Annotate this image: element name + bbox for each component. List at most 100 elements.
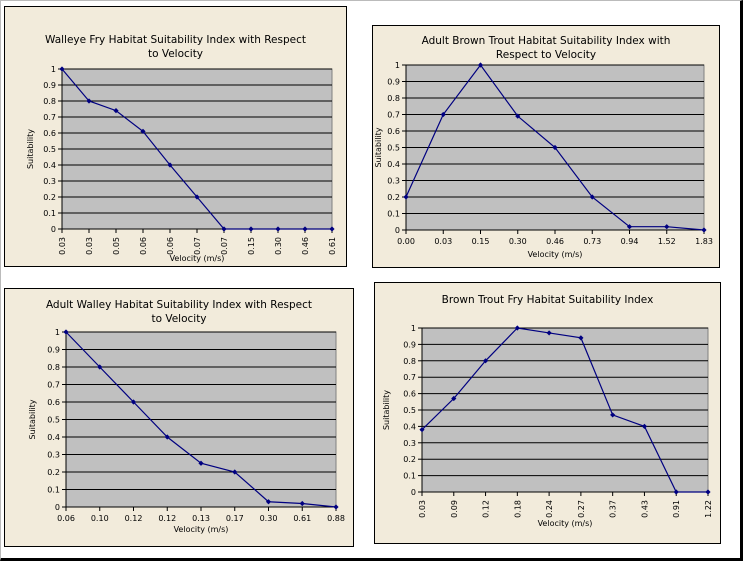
y-tick-label: 0.9 [403, 340, 416, 349]
y-tick-label: 1 [411, 324, 416, 333]
y-tick-label: 0.6 [387, 127, 400, 136]
data-point [419, 427, 425, 433]
x-tick-label: 0.00 [397, 237, 415, 246]
y-tick-label: 0.1 [403, 472, 416, 481]
x-tick-label: 0.73 [583, 237, 601, 246]
x-tick-label: 0.46 [546, 237, 564, 246]
x-tick-label: 0.12 [482, 500, 491, 518]
x-tick-label: 0.18 [513, 500, 522, 518]
y-tick-label: 0.5 [43, 145, 56, 154]
y-tick-label: 0.6 [47, 398, 60, 407]
y-tick-label: 0.8 [43, 97, 56, 106]
y-tick-label: 0.9 [47, 346, 60, 355]
y-axis-label: Suitability [28, 399, 37, 439]
data-point [140, 128, 146, 134]
data-point [626, 224, 633, 230]
x-tick-label: 0.03 [58, 237, 67, 255]
y-tick-label: 0.3 [387, 177, 400, 186]
y-tick-label: 0.1 [387, 210, 400, 219]
data-point [333, 504, 339, 510]
x-tick-label: 0.15 [247, 237, 256, 255]
data-point [221, 226, 227, 232]
data-point [248, 226, 254, 232]
x-tick-label: 0.88 [327, 514, 345, 523]
x-tick-label: 0.06 [57, 514, 75, 523]
chart-title-line-2: Respect to Velocity [495, 49, 597, 61]
x-tick-label: 0.07 [220, 237, 229, 255]
y-tick-label: 0.5 [47, 416, 60, 425]
chart-title: Brown Trout Fry Habitat Suitability Inde… [375, 293, 720, 307]
x-tick-label: 0.10 [91, 514, 109, 523]
y-tick-label: 0.2 [387, 193, 400, 202]
x-tick-label: 0.03 [85, 237, 94, 255]
chart-svg: 0 0.1 0.2 0.3 0.4 0.5 0.6 0.7 0.8 0.9 1 0.00 0.03 0.1… [374, 61, 713, 259]
data-point [552, 144, 558, 151]
data-point [705, 489, 711, 495]
y-tick-label: 0.2 [403, 455, 416, 464]
y-tick-label: 0.8 [387, 94, 400, 103]
chart-adult-walley: Adult Walley Habitat Suitability Index w… [4, 288, 354, 547]
y-axis-label: Suitability [26, 129, 35, 169]
y-tick-label: 1 [51, 65, 56, 74]
chart-title-line-1: Walleye Fry Habitat Suitability Index wi… [44, 34, 306, 46]
x-tick-label: 0.30 [509, 237, 527, 246]
data-point [198, 460, 204, 466]
y-axis-label: Suitability [382, 390, 391, 430]
data-point [97, 364, 103, 370]
y-tick-label: 0.4 [387, 160, 400, 169]
x-tick-label: 0.46 [301, 237, 310, 255]
y-tick-label: 0 [51, 225, 56, 234]
data-point [194, 194, 200, 200]
y-tick-label: 0.7 [43, 113, 56, 122]
x-tick-label: 0.06 [139, 237, 148, 255]
y-tick-label: 0.7 [387, 111, 400, 120]
y-tick-label: 0.8 [403, 357, 416, 366]
y-tick-label: 0.7 [47, 381, 60, 390]
chart-svg: 00.10.20.30.40.50.60.70.80.910.03 0.09 0.1… [382, 324, 713, 528]
data-point [130, 399, 137, 405]
x-tick-label: 0.12 [158, 514, 176, 523]
chart-title: Adult Brown Trout Habitat Suitability In… [373, 34, 719, 62]
chart-svg: 0 0.1 0.2 0.3 0.4 0.5 0.6 0.7 0.8 0.9 1 0.03 0.03 0.0… [26, 65, 337, 263]
y-tick-label: 0.9 [387, 78, 400, 87]
data-point [86, 98, 92, 104]
chart-walleye-fry: Walleye Fry Habitat Suitability Index wi… [4, 6, 347, 267]
data-point [440, 111, 446, 118]
x-tick-label: 0.15 [472, 237, 490, 246]
chart-brown-trout-fry: Brown Trout Fry Habitat Suitability Inde… [374, 282, 721, 544]
data-point [673, 489, 679, 495]
data-point [265, 499, 272, 505]
x-axis-label: Velocity (m/s) [170, 254, 225, 263]
y-tick-label: 0.1 [43, 209, 56, 218]
x-tick-label: 0.13 [192, 514, 210, 523]
x-tick-label: 0.07 [193, 237, 202, 255]
x-tick-label: 0.12 [125, 514, 143, 523]
data-point [664, 224, 670, 230]
x-tick-label: 0.30 [274, 237, 283, 255]
data-point [701, 227, 707, 233]
data-point [167, 162, 173, 168]
y-tick-label: 0.4 [43, 161, 56, 170]
y-tick-label: 0.6 [403, 390, 416, 399]
x-tick-label: 0.43 [640, 500, 649, 518]
data-point [477, 62, 484, 68]
y-tick-label: 0.7 [403, 373, 416, 382]
x-tick-label: 0.03 [434, 237, 452, 246]
data-point [403, 194, 409, 200]
chart-title: Adult Walley Habitat Suitability Index w… [5, 298, 353, 326]
data-point [589, 194, 595, 200]
series-line [421, 327, 708, 493]
x-tick-label: 0.27 [577, 500, 586, 518]
data-point [299, 500, 305, 507]
y-tick-label: 0.3 [47, 451, 60, 460]
x-tick-label: 1.52 [658, 237, 676, 246]
x-tick-label: 0.06 [166, 237, 175, 255]
y-tick-label: 0.4 [47, 433, 60, 442]
x-axis-label: Velocity (m/s) [528, 250, 583, 259]
x-tick-label: 0.30 [260, 514, 278, 523]
chart-adult-brown-trout: Adult Brown Trout Habitat Suitability In… [372, 25, 720, 268]
chart-title-line-2: to Velocity [147, 48, 204, 60]
chart-title-line-1: Adult Brown Trout Habitat Suitability In… [421, 35, 671, 47]
x-tick-label: 1.22 [704, 500, 713, 518]
